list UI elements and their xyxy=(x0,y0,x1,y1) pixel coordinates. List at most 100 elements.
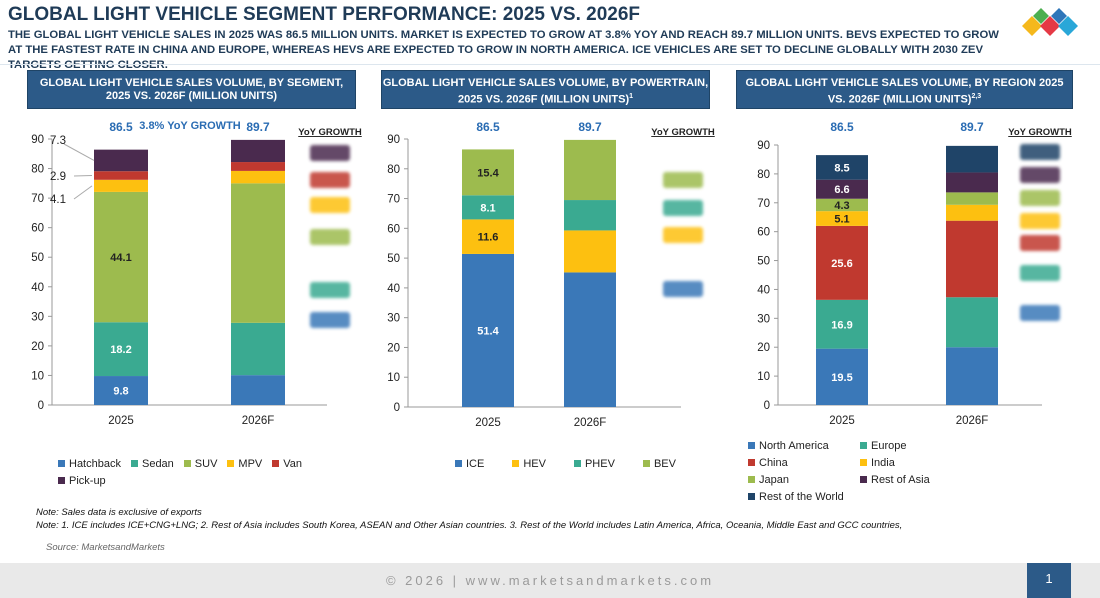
yoy-growth-header: YoY GROWTH xyxy=(651,127,715,138)
yoy-growth-badge xyxy=(663,172,703,188)
yoy-growth-badge xyxy=(663,200,703,216)
y-tick-label: 40 xyxy=(387,283,400,295)
bar-sedan-2026F xyxy=(231,322,285,376)
bar-china-2026F xyxy=(946,220,998,298)
total-label: 89.7 xyxy=(578,120,602,134)
yoy-growth-header: YoY GROWTH xyxy=(298,127,362,138)
source: Source: MarketsandMarkets xyxy=(46,542,165,553)
y-tick-label: 30 xyxy=(387,313,400,325)
y-tick-label: 30 xyxy=(31,311,44,323)
legend-label: Van xyxy=(283,457,303,470)
divider xyxy=(0,64,1100,65)
bar-bev-2025 xyxy=(462,149,514,196)
bar-rest-of-the-world-2026F xyxy=(946,145,998,173)
legend-label: China xyxy=(759,456,788,469)
y-tick-label: 10 xyxy=(387,372,400,384)
legend-item: Hatchback xyxy=(58,455,121,472)
bar-europe-2026F xyxy=(946,297,998,348)
legend-swatch xyxy=(183,460,191,467)
growth-annotation: 3.8% YoY GROWTH xyxy=(139,120,241,132)
legend-swatch xyxy=(748,493,755,500)
legend-swatch xyxy=(860,476,867,483)
legend-swatch xyxy=(748,476,755,483)
segment-chart: 0 10 20 30 40 50 60 70 80 90 9.8 18.2 44.1 4.1 2.9 7.3 2… xyxy=(27,112,367,502)
yoy-growth-badge xyxy=(310,145,350,161)
data-label: 4.3 xyxy=(834,200,849,212)
legend-label: Hatchback xyxy=(69,457,121,470)
bar-pick-up-2025 xyxy=(94,149,148,172)
y-tick-label: 20 xyxy=(31,341,44,353)
y-tick-label: 80 xyxy=(757,169,770,181)
yoy-growth-badge xyxy=(310,312,350,328)
bar-bev-2026F xyxy=(564,139,616,201)
bar-rest-of-asia-2025 xyxy=(816,179,868,199)
legend-label: HEV xyxy=(523,457,546,470)
y-tick-label: 50 xyxy=(31,252,44,264)
legend-label: India xyxy=(871,456,895,469)
legend-item: North America xyxy=(748,437,850,454)
bar-japan-2025 xyxy=(816,198,868,212)
y-tick-label: 10 xyxy=(31,370,44,382)
legend-item: Europe xyxy=(860,437,962,454)
legend-swatch xyxy=(272,460,280,467)
leader-line xyxy=(63,143,95,161)
legend-swatch xyxy=(748,459,755,466)
yoy-growth-badge xyxy=(1020,265,1060,281)
legend-label: North America xyxy=(759,439,829,452)
legend-swatch xyxy=(573,460,581,467)
y-tick-label: 50 xyxy=(757,256,770,268)
bar-japan-2026F xyxy=(946,192,998,205)
data-label: 7.3 xyxy=(50,135,66,147)
legend-label: SUV xyxy=(194,457,218,470)
bar-van-2026F xyxy=(231,162,285,171)
y-tick-label: 40 xyxy=(31,282,44,294)
legend-item: Pick-up xyxy=(58,472,106,489)
legend-swatch xyxy=(642,460,650,467)
legend-swatch xyxy=(748,442,755,449)
legend-item: India xyxy=(860,454,962,471)
yoy-growth-badge xyxy=(1020,190,1060,206)
legend-item: Sedan xyxy=(130,455,174,472)
bar-europe-2025 xyxy=(816,299,868,349)
y-tick-label: 60 xyxy=(387,223,400,235)
x-tick-label: 2026F xyxy=(574,417,607,429)
y-tick-label: 60 xyxy=(757,227,770,239)
yoy-growth-badge xyxy=(1020,167,1060,183)
x-tick-label: 2026F xyxy=(242,415,275,427)
data-label: 9.8 xyxy=(113,386,128,398)
region-chart: 0 10 20 30 40 50 60 70 80 90 19.5 16.9 25.6 5.1 4.3 6.6… xyxy=(736,112,1076,502)
legend-label: MPV xyxy=(238,457,263,470)
total-label: 86.5 xyxy=(476,120,500,134)
y-tick-label: 90 xyxy=(387,134,400,146)
legend-swatch xyxy=(58,460,65,467)
y-tick-label: 70 xyxy=(757,198,770,210)
yoy-growth-badge xyxy=(310,172,350,188)
x-tick-label: 2025 xyxy=(475,417,501,429)
legend-item: Rest of Asia xyxy=(860,471,962,488)
y-tick-label: 0 xyxy=(764,400,770,412)
yoy-growth-badge xyxy=(1020,235,1060,251)
data-label: 16.9 xyxy=(831,319,852,331)
data-label: 15.4 xyxy=(477,167,499,179)
legend-label: PHEV xyxy=(584,457,615,470)
panel-header-region: GLOBAL LIGHT VEHICLE SALES VOLUME, BY RE… xyxy=(736,70,1073,109)
yoy-growth-badge xyxy=(310,197,350,213)
y-tick-label: 70 xyxy=(387,194,400,206)
y-tick-label: 90 xyxy=(31,134,44,146)
bar-phev-2026F xyxy=(564,200,616,231)
yoy-growth-badge xyxy=(1020,213,1060,229)
legend-swatch xyxy=(58,477,65,484)
legend-label: Europe xyxy=(871,439,907,452)
data-label: 18.2 xyxy=(110,344,131,356)
panel-header-segment: GLOBAL LIGHT VEHICLE SALES VOLUME, BY SE… xyxy=(27,70,356,109)
segment-legend: Hatchback Sedan SUV MPV Van Pick-up xyxy=(58,455,358,489)
legend-item: PHEV xyxy=(573,455,615,472)
y-tick-label: 50 xyxy=(387,253,400,265)
leader-line xyxy=(73,185,93,200)
total-label: 89.7 xyxy=(246,120,270,134)
legend-swatch xyxy=(860,442,867,449)
bar-rest-of-the-world-2025 xyxy=(816,155,868,180)
note-definitions: Note: 1. ICE includes ICE+CNG+LNG; 2. Re… xyxy=(36,520,903,531)
bar-hev-2025 xyxy=(462,219,514,254)
bar-ice-2025 xyxy=(462,253,514,407)
